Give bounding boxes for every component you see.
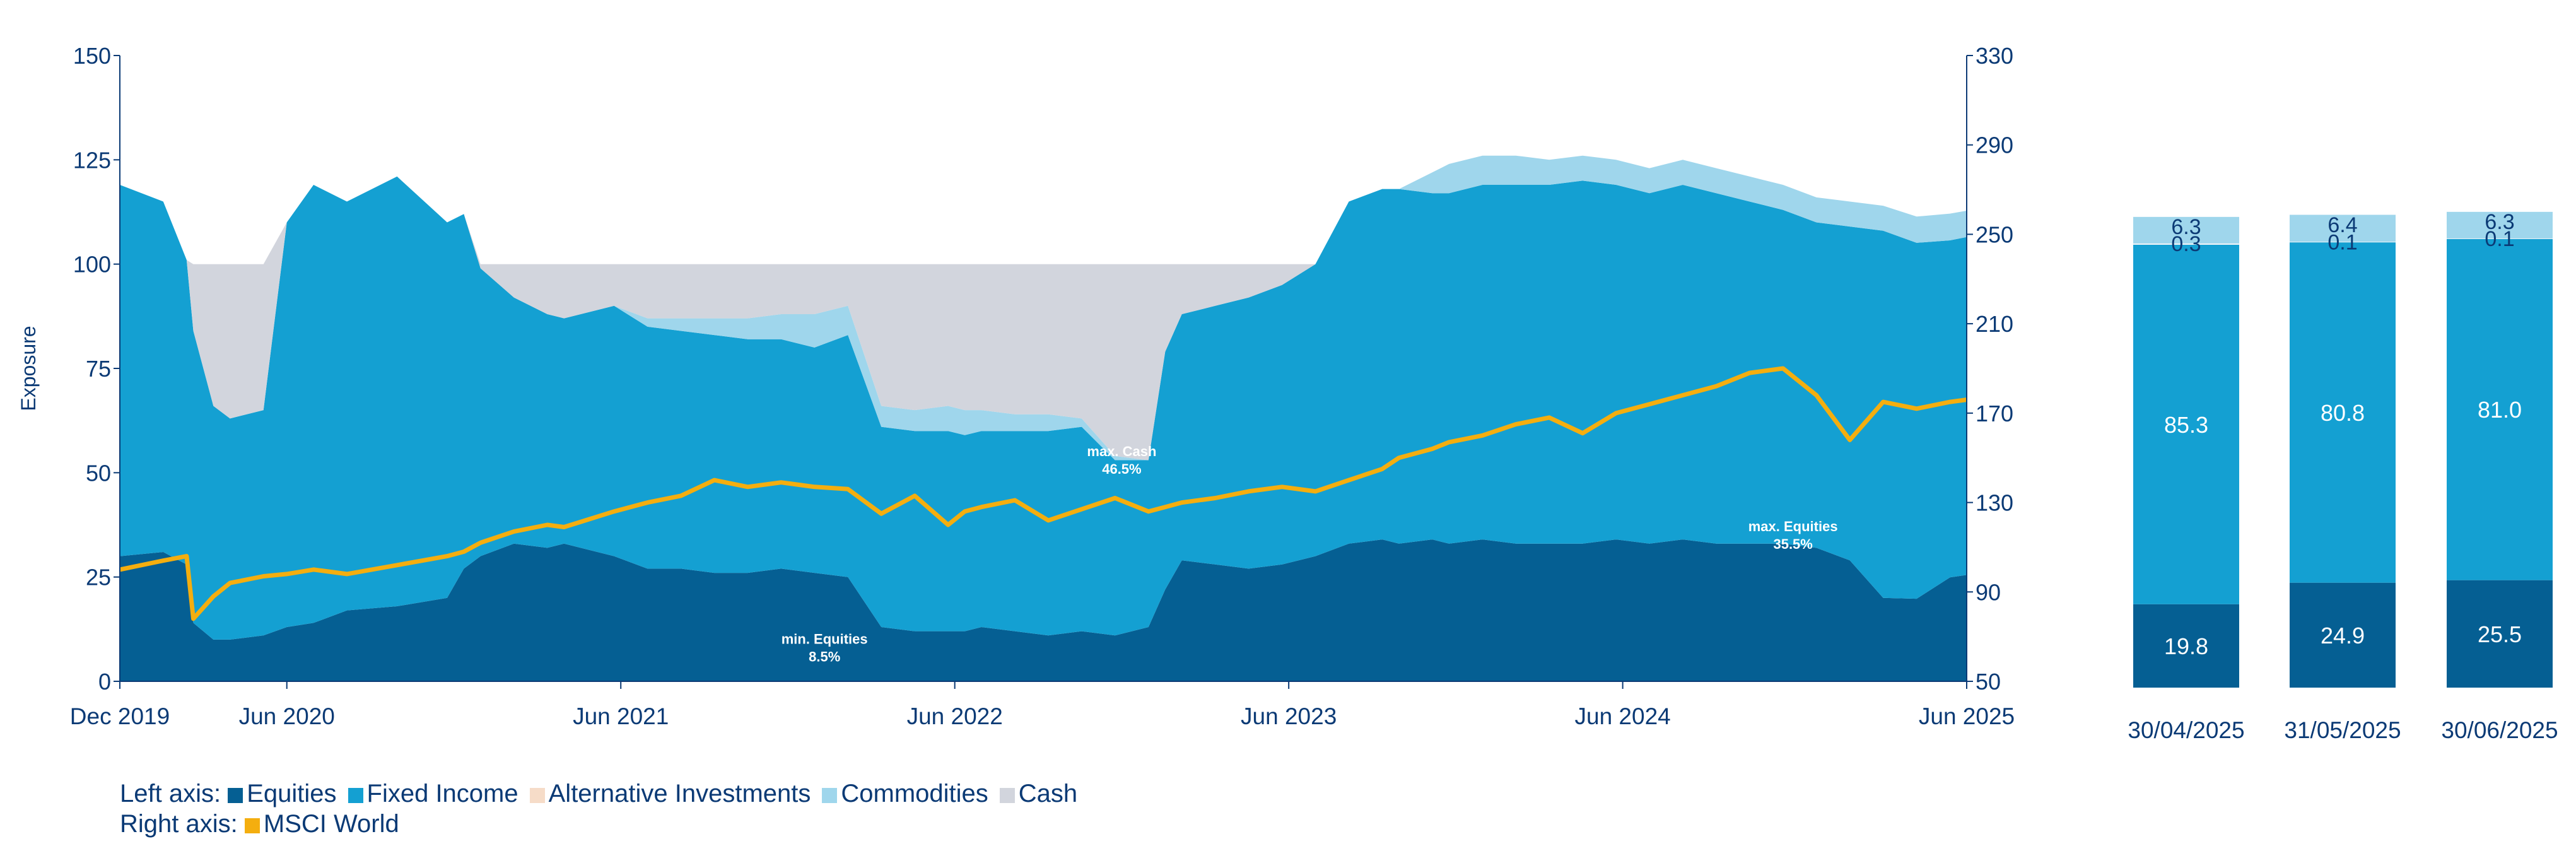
bar-label-fixed-income: 80.8 [2321, 400, 2365, 426]
legend-swatch [529, 788, 545, 803]
annotation-label: min. Equities [782, 631, 868, 647]
x-axis-tick-label: Jun 2023 [1241, 703, 1337, 729]
area-equities [120, 539, 1967, 681]
legend-item-alternative-investments: Alternative Investments [529, 780, 811, 808]
x-axis-tick-label: Jun 2021 [573, 703, 669, 729]
bar-label-equities: 25.5 [2478, 621, 2522, 647]
msci-line-group [119, 366, 1967, 621]
legend-item-fixed-income: Fixed Income [348, 780, 518, 808]
bar-label-fixed-income: 81.0 [2478, 397, 2522, 423]
legend-swatch [348, 788, 363, 803]
bar-equities-2 [2290, 582, 2396, 688]
bar-category-label: 30/04/2025 [2128, 717, 2244, 743]
bar-label-commodities: 6.3 [2171, 215, 2201, 239]
bar-commodities-3 [2447, 211, 2553, 238]
area-commodities [120, 155, 1967, 461]
legend-label: Cash [1018, 780, 1078, 807]
stacked-bar-chart: 19.885.30.36.330/04/202524.980.80.16.431… [2128, 210, 2558, 743]
left-axis-tick-label: 25 [86, 565, 111, 590]
legend-right-axis-label: Right axis: [120, 810, 238, 838]
bar-equities-1 [2133, 604, 2239, 688]
area-cash [120, 155, 1967, 461]
bar-label-alternative-investments: 0.3 [2171, 232, 2201, 256]
bar-commodities-1 [2133, 216, 2239, 244]
left-axis-tick-label: 125 [73, 147, 111, 173]
right-axis-tick-label: 290 [1976, 132, 2013, 158]
right-axis-tick-label: 50 [1976, 669, 2001, 695]
bar-equities-3 [2447, 580, 2553, 688]
bar-label-equities: 19.8 [2164, 633, 2208, 659]
legend-label: Equities [247, 780, 337, 807]
bar-label-commodities: 6.3 [2485, 210, 2514, 234]
legend-item-commodities: Commodities [822, 780, 988, 808]
right-axis-tick-label: 170 [1976, 401, 2013, 426]
right-axis-tick-label: 130 [1976, 490, 2013, 516]
bar-label-commodities: 6.4 [2327, 213, 2357, 237]
legend-swatch [228, 788, 243, 803]
bar-label-equities: 24.9 [2321, 623, 2365, 649]
axes-group: 0 25 50 75 100 125 150 50 90 130 170 210 250 290 330 De… [17, 43, 2015, 729]
legend-left-axis-label: Left axis: [120, 780, 221, 807]
right-axis-tick-label: 210 [1976, 311, 2013, 337]
annotations-group: max. Cash 46.5% min. Equities 8.5% max. Equi… [782, 443, 1838, 665]
legend-swatch [999, 788, 1015, 803]
annotation-label: max. Cash [1087, 443, 1156, 459]
left-axis-tick-label: 150 [73, 43, 111, 69]
legend-swatch [822, 788, 838, 803]
legend-label: Alternative Investments [548, 780, 811, 807]
bar-label-alternative-investments: 0.1 [2485, 227, 2514, 251]
bar-category-label: 30/06/2025 [2441, 717, 2558, 743]
legend-right-items: MSCI World [244, 810, 411, 838]
left-axis-tick-label: 0 [98, 669, 111, 695]
legend-left-axis: Left axis: Equities Fixed Income Alternati… [120, 780, 1089, 808]
legend-label: Fixed Income [366, 780, 518, 807]
legend-item-equities: Equities [228, 780, 337, 808]
left-axis-tick-label: 75 [86, 356, 111, 382]
x-axis-tick-label: Jun 2022 [907, 703, 1003, 729]
bar-alternative-investments-1 [2133, 243, 2239, 245]
left-axis-tick-label: 50 [86, 460, 111, 486]
bar-alternative-investments-3 [2447, 238, 2553, 239]
y-axis-title: Exposure [17, 326, 40, 411]
bar-fixed-income-2 [2290, 242, 2396, 583]
right-axis-tick-label: 250 [1976, 221, 2013, 247]
bar-label-fixed-income: 85.3 [2164, 412, 2208, 438]
x-axis-tick-label: Jun 2025 [1919, 703, 2015, 729]
legend-swatch [244, 818, 260, 833]
annotation-value: 35.5% [1773, 536, 1812, 552]
bar-label-alternative-investments: 0.1 [2327, 230, 2357, 254]
line-msci-world [119, 366, 1967, 621]
legend-item-cash: Cash [999, 780, 1078, 808]
x-axis-tick-label: Jun 2020 [239, 703, 335, 729]
legend-item-msci-world: MSCI World [244, 810, 399, 838]
left-axis-tick-label: 100 [73, 252, 111, 278]
annotation-value: 46.5% [1102, 461, 1141, 477]
right-axis-tick-label: 90 [1976, 579, 2001, 605]
legend-left-items: Equities Fixed Income Alternative Investme… [228, 780, 1089, 807]
legend-label: Commodities [841, 780, 988, 807]
x-axis-tick-label: Dec 2019 [70, 703, 170, 729]
area-series-group [120, 155, 1967, 681]
annotation-value: 8.5% [809, 649, 840, 664]
bar-commodities-2 [2290, 214, 2396, 242]
right-axis-tick-label: 330 [1976, 43, 2013, 69]
bar-fixed-income-3 [2447, 238, 2553, 580]
bar-category-label: 31/05/2025 [2284, 717, 2401, 743]
bar-fixed-income-1 [2133, 244, 2239, 604]
legend-label: MSCI World [263, 810, 399, 838]
x-axis-tick-label: Jun 2024 [1575, 703, 1671, 729]
legend-right-axis: Right axis: MSCI World [120, 810, 411, 838]
annotation-label: max. Equities [1748, 519, 1838, 534]
